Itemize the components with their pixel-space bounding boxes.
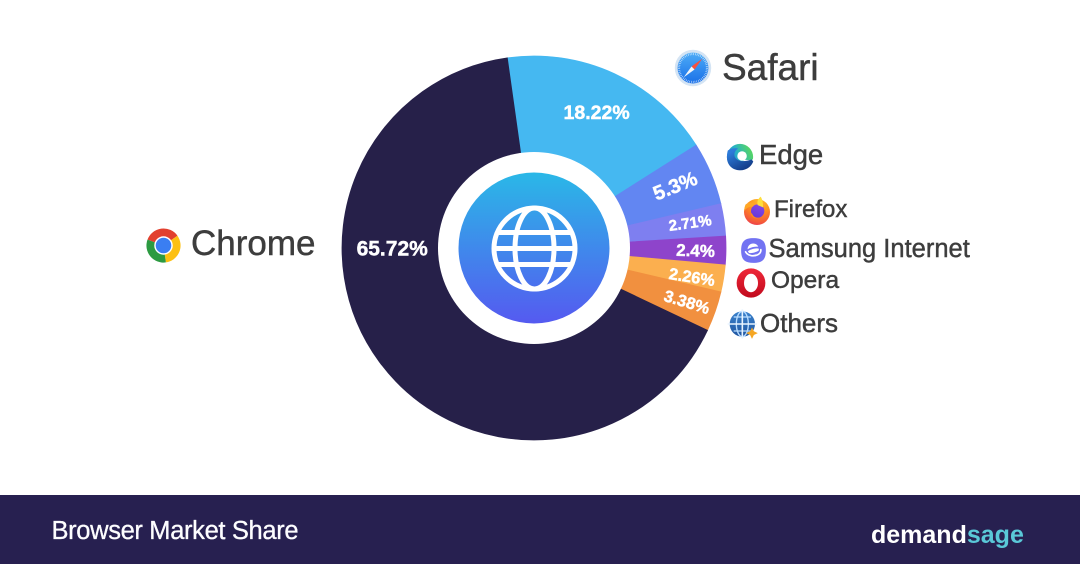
svg-text:2.71%: 2.71% xyxy=(668,212,714,235)
svg-text:2.4%: 2.4% xyxy=(676,241,715,261)
svg-text:65.72%: 65.72% xyxy=(357,237,429,260)
svg-text:18.22%: 18.22% xyxy=(564,102,630,124)
